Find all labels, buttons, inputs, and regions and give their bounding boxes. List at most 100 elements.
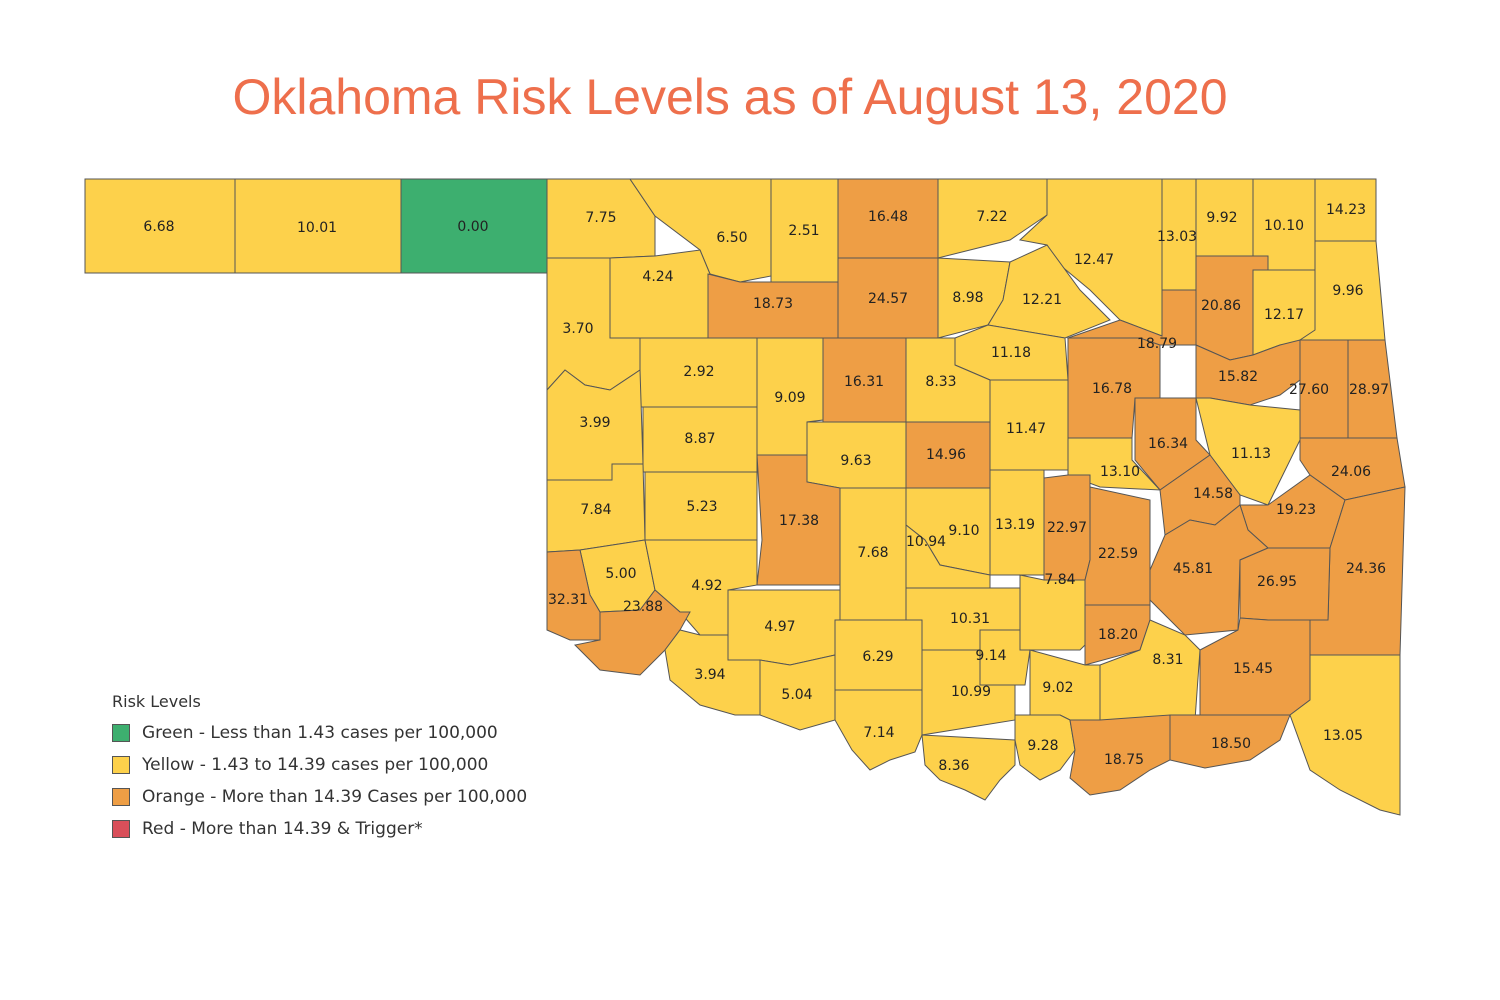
county-value-label: 12.47 bbox=[1074, 252, 1114, 268]
county-value-label: 16.31 bbox=[844, 374, 884, 390]
county-value-label: 2.92 bbox=[683, 364, 714, 380]
county-value-label: 20.86 bbox=[1201, 298, 1241, 314]
county-value-label: 9.10 bbox=[948, 523, 979, 539]
county-value-label: 3.94 bbox=[694, 667, 725, 683]
county-value-label: 6.68 bbox=[143, 219, 174, 235]
legend-swatch bbox=[112, 788, 130, 806]
county-value-label: 9.96 bbox=[1332, 283, 1363, 299]
county-value-label: 4.24 bbox=[642, 269, 673, 285]
county-value-label: 10.31 bbox=[950, 611, 990, 627]
legend-label: Green - Less than 1.43 cases per 100,000 bbox=[142, 723, 498, 743]
county-shape bbox=[937, 178, 1048, 259]
county-value-label: 9.63 bbox=[840, 453, 871, 469]
legend-title: Risk Levels bbox=[112, 692, 201, 711]
county-value-label: 14.58 bbox=[1193, 486, 1233, 502]
county-value-label: 6.29 bbox=[862, 649, 893, 665]
county-value-label: 7.14 bbox=[863, 725, 894, 741]
county-value-label: 12.17 bbox=[1264, 307, 1304, 323]
county-value-label: 18.50 bbox=[1211, 736, 1251, 752]
county-value-label: 8.87 bbox=[684, 431, 715, 447]
legend-swatch bbox=[112, 724, 130, 742]
county-value-label: 18.75 bbox=[1104, 752, 1144, 768]
county-value-label: 26.95 bbox=[1257, 574, 1297, 590]
legend-item: Yellow - 1.43 to 14.39 cases per 100,000 bbox=[112, 749, 527, 781]
county-value-label: 7.22 bbox=[976, 209, 1007, 225]
county-value-label: 32.31 bbox=[548, 592, 588, 608]
county-value-label: 18.79 bbox=[1137, 336, 1177, 352]
county-value-label: 4.92 bbox=[691, 578, 722, 594]
county-value-label: 10.01 bbox=[297, 220, 337, 236]
county-value-label: 2.51 bbox=[788, 223, 819, 239]
county-value-label: 18.73 bbox=[753, 296, 793, 312]
county-value-label: 24.36 bbox=[1346, 561, 1386, 577]
county-value-label: 9.09 bbox=[774, 390, 805, 406]
county-value-label: 22.97 bbox=[1047, 520, 1087, 536]
legend-item: Red - More than 14.39 & Trigger* bbox=[112, 813, 527, 845]
county-value-label: 13.10 bbox=[1100, 464, 1140, 480]
county-value-label: 7.75 bbox=[585, 210, 616, 226]
county-value-label: 10.94 bbox=[906, 534, 946, 550]
legend-items: Green - Less than 1.43 cases per 100,000… bbox=[112, 717, 527, 845]
county-value-label: 16.34 bbox=[1148, 436, 1188, 452]
county-value-label: 14.23 bbox=[1326, 202, 1366, 218]
county-shape bbox=[1289, 654, 1401, 816]
legend: Risk Levels Green - Less than 1.43 cases… bbox=[112, 692, 527, 845]
county-value-label: 18.20 bbox=[1098, 627, 1138, 643]
county-value-label: 45.81 bbox=[1173, 561, 1213, 577]
county-shape bbox=[1169, 714, 1291, 769]
legend-swatch bbox=[112, 820, 130, 838]
county-value-label: 23.88 bbox=[623, 599, 663, 615]
county-value-label: 16.48 bbox=[868, 209, 908, 225]
legend-item: Green - Less than 1.43 cases per 100,000 bbox=[112, 717, 527, 749]
county-shape bbox=[987, 244, 1111, 339]
legend-label: Red - More than 14.39 & Trigger* bbox=[142, 819, 423, 839]
county-value-label: 9.14 bbox=[975, 648, 1006, 664]
county-value-label: 7.84 bbox=[580, 502, 611, 518]
county-value-label: 7.68 bbox=[857, 545, 888, 561]
county-value-label: 10.99 bbox=[951, 684, 991, 700]
county-value-label: 19.23 bbox=[1276, 502, 1316, 518]
county-value-label: 13.03 bbox=[1157, 229, 1197, 245]
county-shape bbox=[921, 734, 1016, 801]
county-value-label: 15.82 bbox=[1218, 369, 1258, 385]
county-value-label: 27.60 bbox=[1289, 382, 1329, 398]
legend-label: Yellow - 1.43 to 14.39 cases per 100,000 bbox=[142, 755, 489, 775]
legend-swatch bbox=[112, 756, 130, 774]
county-value-label: 8.36 bbox=[938, 758, 969, 774]
county-value-label: 9.28 bbox=[1027, 738, 1058, 754]
county-value-label: 8.98 bbox=[952, 290, 983, 306]
county-shape bbox=[834, 689, 923, 771]
county-value-label: 15.45 bbox=[1233, 661, 1273, 677]
county-value-label: 4.97 bbox=[764, 619, 795, 635]
county-shape bbox=[609, 249, 711, 339]
legend-label: Orange - More than 14.39 Cases per 100,0… bbox=[142, 787, 528, 807]
county-value-label: 17.38 bbox=[779, 513, 819, 529]
county-value-label: 9.92 bbox=[1206, 210, 1237, 226]
county-value-label: 28.97 bbox=[1349, 382, 1389, 398]
county-value-label: 3.70 bbox=[562, 321, 593, 337]
county-value-label: 6.50 bbox=[716, 230, 747, 246]
county-value-label: 11.13 bbox=[1231, 446, 1271, 462]
county-shape bbox=[1069, 714, 1171, 796]
county-value-label: 5.00 bbox=[605, 566, 636, 582]
map-title: Oklahoma Risk Levels as of August 13, 20… bbox=[232, 69, 1228, 125]
county-value-label: 10.10 bbox=[1264, 218, 1304, 234]
county-value-label: 22.59 bbox=[1098, 546, 1138, 562]
county-value-label: 13.19 bbox=[995, 517, 1035, 533]
county-value-label: 14.96 bbox=[926, 447, 966, 463]
county-value-label: 12.21 bbox=[1022, 292, 1062, 308]
county-value-label: 0.00 bbox=[457, 219, 488, 235]
county-value-label: 11.18 bbox=[991, 345, 1031, 361]
county-value-label: 3.99 bbox=[579, 415, 610, 431]
county-value-label: 5.23 bbox=[686, 499, 717, 515]
county-value-label: 24.57 bbox=[868, 291, 908, 307]
legend-item: Orange - More than 14.39 Cases per 100,0… bbox=[112, 781, 527, 813]
county-value-label: 9.02 bbox=[1042, 680, 1073, 696]
county-value-label: 8.33 bbox=[925, 374, 956, 390]
county-shape bbox=[1014, 714, 1076, 781]
county-value-label: 7.84 bbox=[1044, 572, 1075, 588]
county-value-label: 24.06 bbox=[1331, 464, 1371, 480]
county-value-label: 11.47 bbox=[1006, 421, 1046, 437]
county-value-label: 13.05 bbox=[1323, 728, 1363, 744]
